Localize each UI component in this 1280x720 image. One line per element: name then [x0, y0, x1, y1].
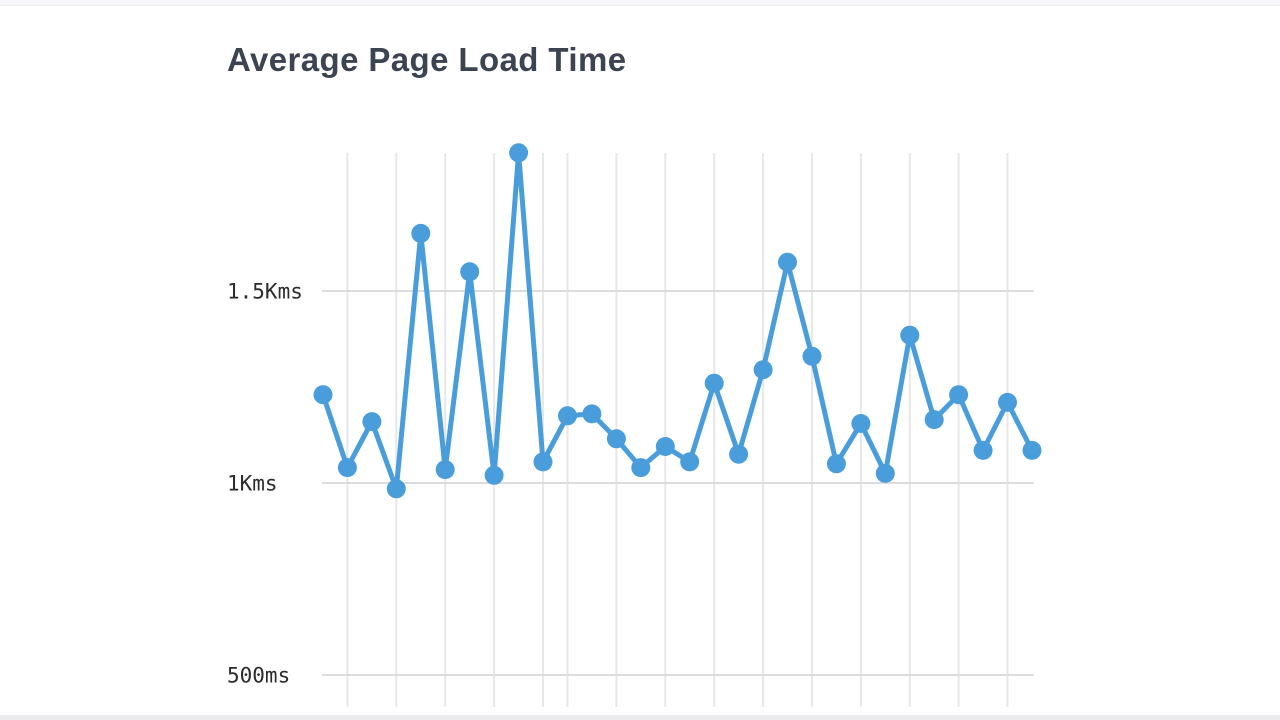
data-point-marker[interactable]: [949, 385, 969, 405]
data-point-marker[interactable]: [973, 440, 993, 460]
data-point-marker[interactable]: [778, 252, 797, 272]
data-point-marker[interactable]: [655, 437, 675, 456]
data-point-marker[interactable]: [826, 454, 846, 474]
chart-title: Average Page Load Time: [227, 41, 627, 78]
data-point-marker[interactable]: [1022, 440, 1042, 460]
data-point-marker[interactable]: [484, 465, 504, 485]
data-point-marker[interactable]: [998, 392, 1017, 412]
data-point-marker[interactable]: [582, 404, 602, 424]
frame-edge-top: [0, 0, 1280, 6]
data-point-marker[interactable]: [460, 262, 480, 282]
data-point-marker[interactable]: [729, 444, 749, 464]
data-point-marker[interactable]: [753, 360, 773, 380]
data-point-marker[interactable]: [851, 414, 871, 433]
data-point-marker[interactable]: [435, 460, 455, 480]
y-axis-tick-label: 1.5Kms: [227, 280, 303, 304]
data-point-marker[interactable]: [802, 346, 822, 366]
y-axis-tick-label: 1Kms: [227, 472, 278, 496]
data-point-marker[interactable]: [337, 458, 357, 478]
data-point-marker[interactable]: [509, 143, 529, 163]
frame-edge-bottom: [0, 715, 1280, 720]
data-point-marker[interactable]: [386, 479, 406, 499]
data-point-marker[interactable]: [313, 385, 333, 405]
y-axis-tick-label: 500ms: [227, 664, 290, 688]
data-point-marker[interactable]: [606, 429, 626, 449]
data-point-marker[interactable]: [875, 463, 895, 483]
data-point-marker[interactable]: [900, 325, 920, 345]
data-point-marker[interactable]: [362, 412, 382, 432]
data-point-marker[interactable]: [411, 223, 431, 243]
load-time-series-line: [320, 150, 1035, 492]
data-point-marker[interactable]: [704, 373, 724, 393]
data-point-marker[interactable]: [680, 452, 700, 472]
data-point-marker[interactable]: [924, 410, 944, 430]
data-point-marker[interactable]: [558, 406, 577, 426]
data-point-marker[interactable]: [533, 452, 553, 472]
data-point-marker[interactable]: [631, 458, 651, 478]
